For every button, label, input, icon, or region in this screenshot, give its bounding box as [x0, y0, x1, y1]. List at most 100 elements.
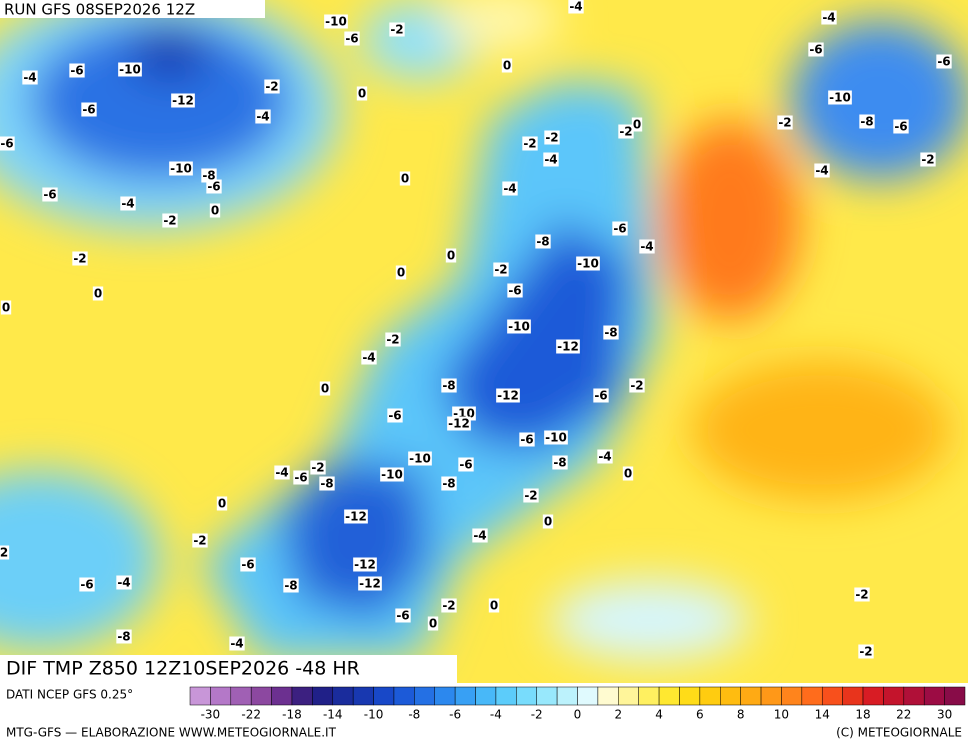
- colorbar-tick-label: 8: [737, 708, 745, 722]
- colorbar-swatch: [923, 686, 945, 706]
- contour-label: -12: [448, 417, 470, 431]
- contour-label-bg: [612, 221, 628, 236]
- contour-label: -8: [442, 477, 455, 491]
- contour-label: -6: [241, 558, 254, 572]
- contour-label: -10: [119, 63, 141, 77]
- contour-label: -6: [82, 103, 95, 117]
- footer-left: MTG-GFS — ELABORAZIONE WWW.METEOGIORNALE…: [6, 726, 337, 740]
- contour-label-bg: [387, 408, 403, 423]
- colorbar-tick-label: -4: [490, 708, 502, 722]
- contour-label: -10: [170, 162, 192, 176]
- contour-label-bg: [81, 102, 97, 117]
- colorbar-swatch: [699, 686, 721, 706]
- colorbar-tick-label: -30: [201, 708, 221, 722]
- contour-label-bg: [358, 576, 382, 591]
- contour-label-bg: [399, 171, 411, 186]
- contour-label-bg: [0, 300, 12, 315]
- contour-label: -10: [409, 452, 431, 466]
- contour-label: -6: [459, 458, 472, 472]
- colorbar-swatch: [495, 686, 517, 706]
- contour-label: -12: [557, 340, 579, 354]
- colorbar-swatch: [862, 686, 884, 706]
- contour-label: -4: [822, 11, 835, 25]
- contour-label-bg: [209, 203, 221, 218]
- contour-label: -4: [598, 450, 611, 464]
- colorbar-swatch: [720, 686, 741, 706]
- contour-label-bg: [192, 533, 208, 548]
- contour-label-bg: [593, 388, 609, 403]
- contour-label-bg: [240, 557, 256, 572]
- colorbar-swatch: [475, 686, 497, 706]
- contour-label-bg: [576, 256, 600, 271]
- contour-label: -8: [442, 379, 455, 393]
- contour-label: -12: [359, 577, 381, 591]
- contour-label-bg: [216, 496, 228, 511]
- map-field: [0, 0, 968, 683]
- contour-label: -2: [265, 80, 278, 94]
- contour-label: -2: [545, 131, 558, 145]
- contour-label-bg: [496, 388, 520, 403]
- contour-label-bg: [629, 378, 645, 393]
- colorbar-swatch: [516, 686, 537, 706]
- contour-label: 0: [401, 172, 409, 186]
- contour-label-bg: [116, 575, 132, 590]
- colorbar-tick-label: -6: [449, 708, 461, 722]
- contour-label-bg: [543, 152, 559, 167]
- contour-label-bg: [389, 22, 405, 37]
- contour-label-bg: [206, 179, 222, 194]
- contour-label-bg: [445, 248, 457, 263]
- contour-label-bg: [777, 115, 793, 130]
- colorbar-swatch: [597, 686, 619, 706]
- colorbar-swatch: [189, 686, 211, 706]
- colorbar-swatch: [883, 686, 905, 706]
- colorbar-tick-label: 14: [815, 708, 830, 722]
- contour-label-bg: [622, 466, 634, 481]
- contour-label: -6: [613, 222, 626, 236]
- colorbar-swatch: [393, 686, 415, 706]
- contour-label: -6: [396, 609, 409, 623]
- contour-label: -2: [390, 23, 403, 37]
- contour-label-bg: [118, 62, 142, 77]
- contour-label-bg: [324, 14, 348, 29]
- contour-label-bg: [274, 465, 290, 480]
- contour-label-bg: [92, 286, 104, 301]
- contour-label: -12: [497, 389, 519, 403]
- contour-label: -10: [508, 320, 530, 334]
- contour-label: -2: [778, 116, 791, 130]
- contour-label: -6: [388, 409, 401, 423]
- colorbar-swatch: [577, 686, 599, 706]
- source-label: DATI NCEP GFS 0.25°: [6, 688, 133, 702]
- contour-label-bg: [552, 455, 568, 470]
- contour-label: -2: [386, 333, 399, 347]
- contour-label-bg: [507, 283, 523, 298]
- colorbar-swatch: [454, 686, 476, 706]
- contour-label: -8: [553, 456, 566, 470]
- contour-label-bg: [408, 451, 432, 466]
- contour-label: -4: [544, 153, 557, 167]
- contour-label: -8: [202, 169, 215, 183]
- contour-label-bg: [361, 350, 377, 365]
- contour-label: 0: [358, 87, 366, 101]
- contour-label: -2: [619, 125, 632, 139]
- contour-label-bg: [171, 93, 195, 108]
- contour-label: -4: [640, 240, 653, 254]
- contour-label-bg: [72, 251, 88, 266]
- colorbar-tick-label: -14: [323, 708, 343, 722]
- contour-label-bg: [472, 528, 488, 543]
- footer-right: (C) METEOGIORNALE: [836, 726, 962, 740]
- contour-label: -6: [894, 120, 907, 134]
- contour-labels: -10 -2 -6 -4 -4 -6 -6 -4 -6 -10 0 -2 0 -6 -12 -10 -4 -2 -8…: [0, 0, 952, 659]
- colorbar-swatch: [250, 686, 272, 706]
- contour-label-bg: [568, 0, 584, 14]
- title-box: [0, 655, 457, 683]
- contour-label: -6: [508, 284, 521, 298]
- colorbar-swatch: [842, 686, 864, 706]
- contour-label-bg: [229, 636, 245, 651]
- contour-label-bg: [380, 467, 404, 482]
- contour-label-bg: [639, 239, 655, 254]
- colorbar-swatch: [658, 686, 680, 706]
- contour-label: -6: [937, 55, 950, 69]
- colorbar-tick-label: 18: [855, 708, 870, 722]
- contour-label-bg: [344, 31, 360, 46]
